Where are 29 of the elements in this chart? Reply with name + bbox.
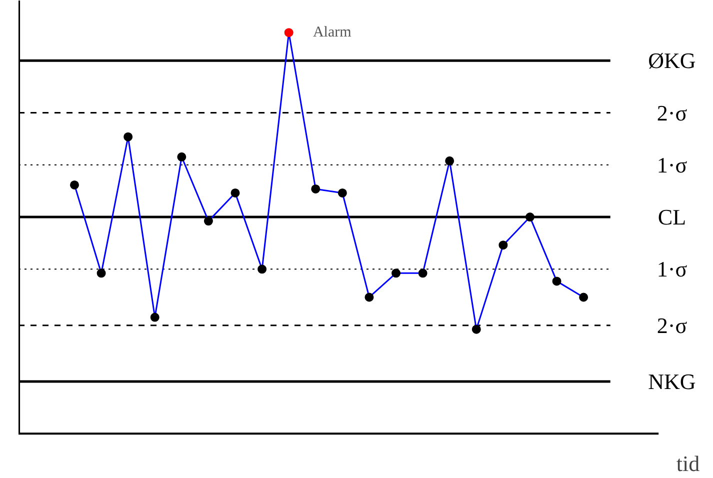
point bbox=[150, 312, 160, 322]
point bbox=[392, 268, 401, 278]
ref-line-label: 2·σ bbox=[656, 312, 688, 338]
point bbox=[525, 212, 534, 222]
point bbox=[472, 324, 481, 334]
point bbox=[204, 216, 213, 226]
point bbox=[338, 188, 347, 198]
point bbox=[498, 240, 508, 250]
point bbox=[96, 268, 106, 278]
ref-line-label: ØKG bbox=[648, 48, 696, 74]
ref-line-label: 1·σ bbox=[656, 152, 688, 178]
point bbox=[552, 276, 562, 286]
point bbox=[177, 152, 186, 162]
point bbox=[284, 28, 294, 38]
ref-line-label: 1·σ bbox=[656, 256, 688, 282]
point bbox=[230, 188, 240, 198]
ref-line-label: 2·σ bbox=[656, 100, 688, 126]
point bbox=[364, 292, 374, 302]
point bbox=[311, 184, 320, 194]
x-axis-title: tid bbox=[676, 451, 700, 476]
annotation: Alarm bbox=[312, 24, 352, 41]
point bbox=[445, 156, 454, 166]
point bbox=[124, 132, 133, 142]
ref-line-label: NKG bbox=[648, 368, 696, 394]
point bbox=[258, 264, 267, 274]
point bbox=[70, 180, 79, 190]
ref-line-label: CL bbox=[658, 204, 686, 230]
point bbox=[418, 268, 428, 278]
point bbox=[579, 292, 588, 302]
